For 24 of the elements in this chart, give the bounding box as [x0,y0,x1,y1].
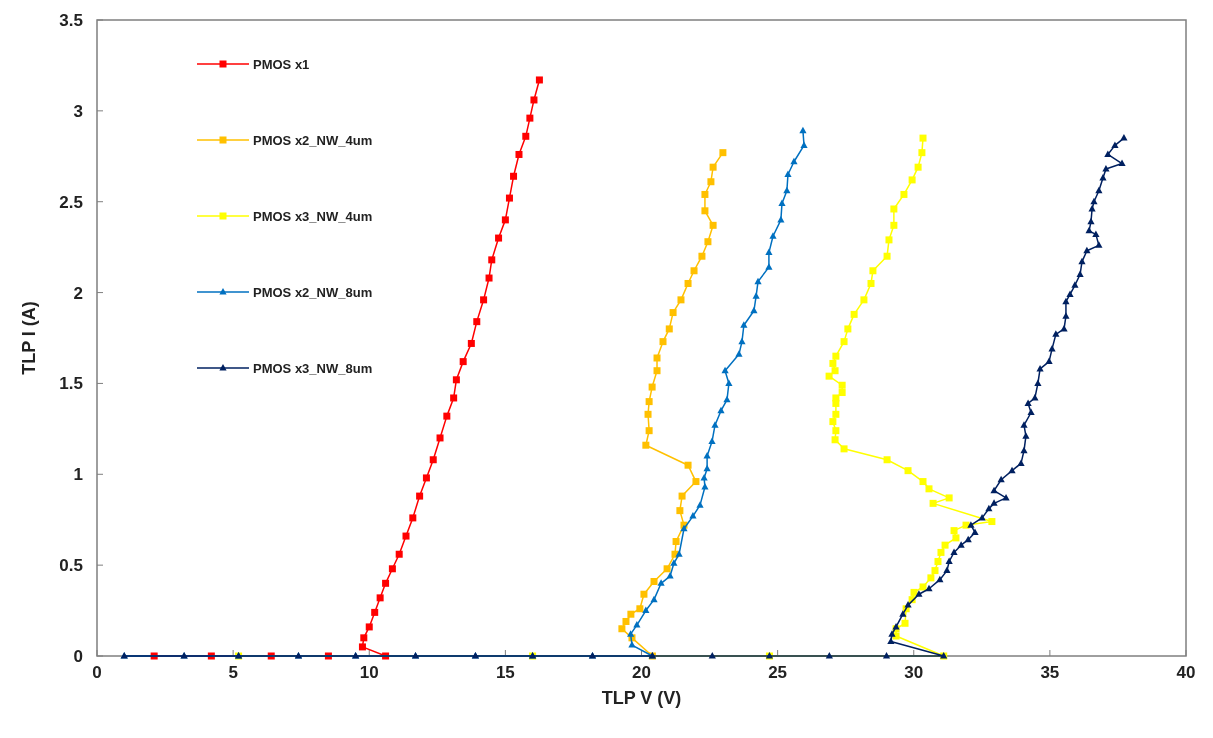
legend-label: PMOS x2_NW_8um [253,285,373,300]
y-tick-label: 1.5 [59,374,83,394]
y-tick-label: 0.5 [59,556,83,576]
x-tick-label: 15 [495,663,515,682]
legend-label: PMOS x2_NW_4um [253,133,373,148]
legend-label: PMOS x3_NW_8um [253,361,373,376]
x-tick-label: 30 [904,663,924,682]
y-tick-label: 1 [73,465,83,485]
x-tick-label: 10 [359,663,379,682]
y-axis-title: TLP I (A) [19,301,39,375]
x-tick-label: 5 [228,663,238,682]
y-tick-label: 3 [73,101,83,121]
x-tick-label: 20 [632,663,651,682]
x-tick-label: 35 [1040,663,1060,682]
y-tick-label: 2.5 [59,192,83,212]
x-tick-label: 40 [1176,663,1196,682]
x-tick-label: 0 [92,663,102,682]
y-tick-label: 0 [73,647,83,666]
y-tick-label: 2 [73,283,83,303]
legend-label: PMOS x1 [253,57,310,72]
legend-label: PMOS x3_NW_4um [253,209,373,224]
y-tick-label: 3.5 [59,11,83,30]
x-tick-label: 25 [768,663,788,682]
x-axis-title: TLP V (V) [601,688,682,708]
